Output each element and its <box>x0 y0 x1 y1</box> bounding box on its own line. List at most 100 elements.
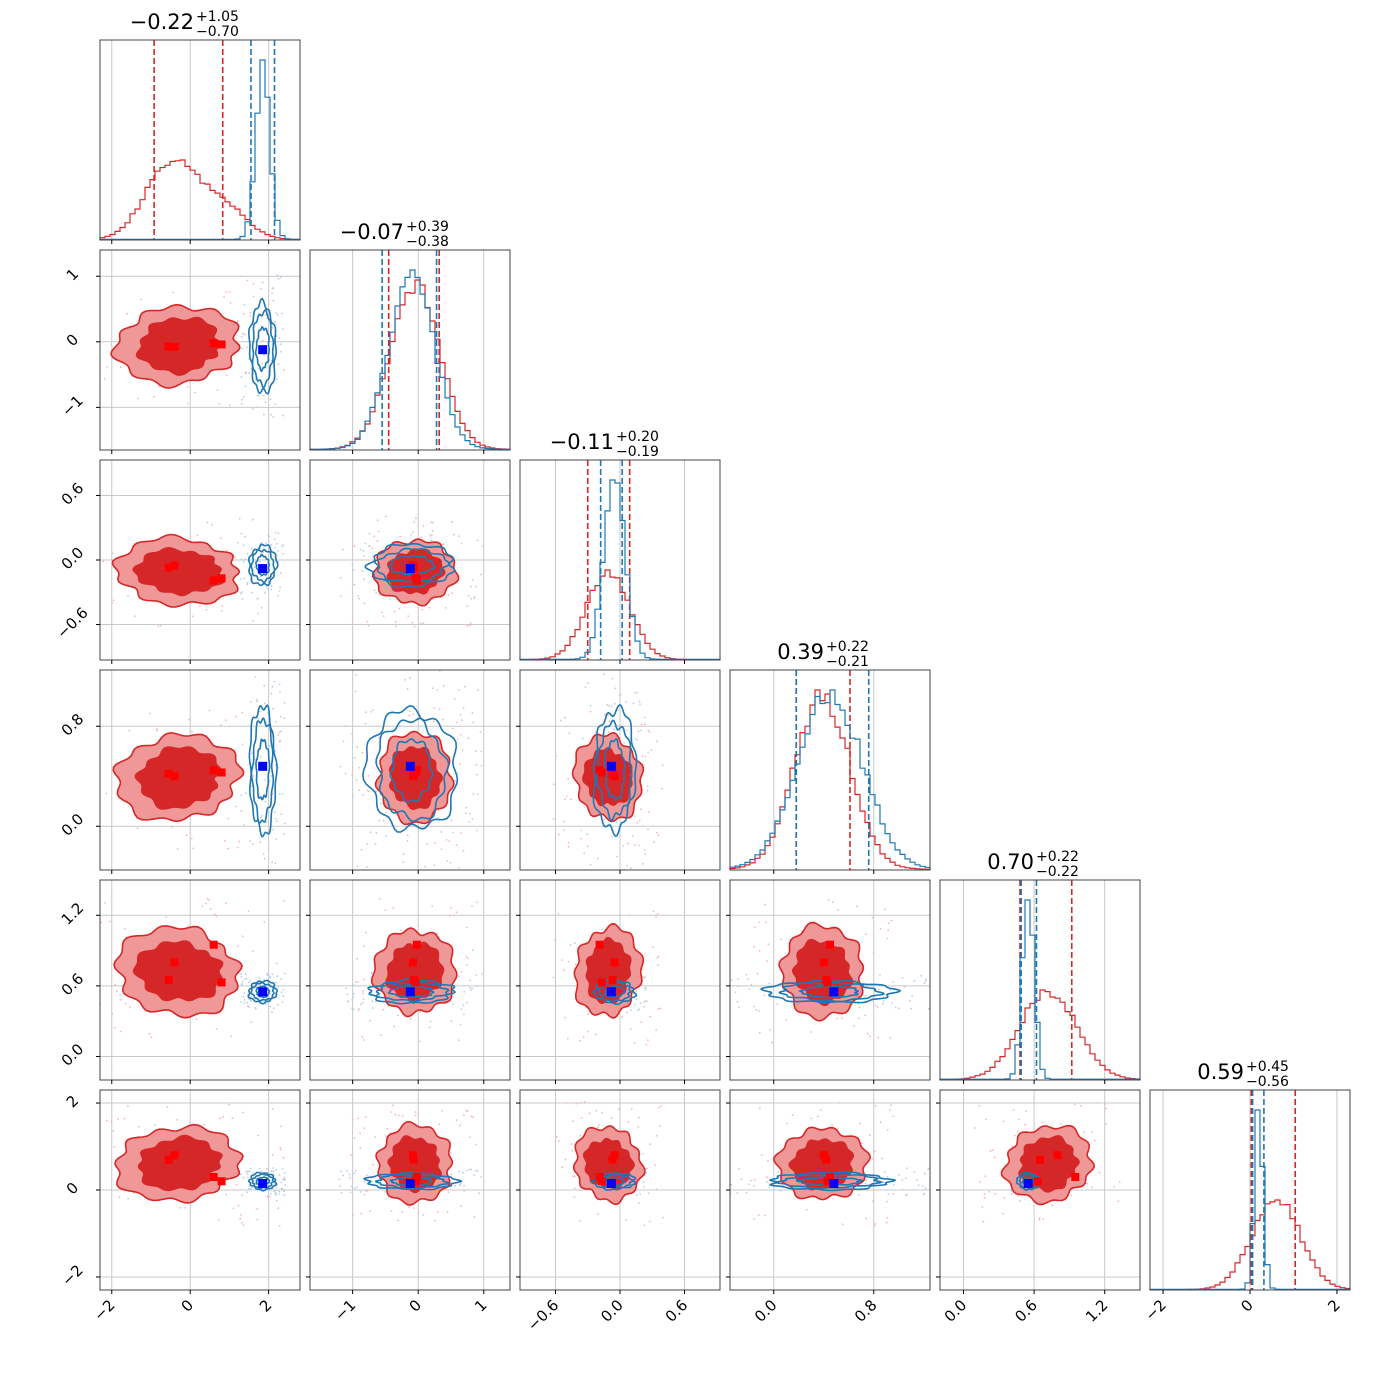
sample-point-blue <box>277 278 280 280</box>
sample-point-blue <box>917 1184 920 1187</box>
sample-point-red <box>83 593 85 595</box>
sample-point-blue <box>365 1174 368 1177</box>
sample-point-blue <box>278 590 281 592</box>
sample-point-blue <box>339 765 342 768</box>
sample-point-blue <box>275 838 278 840</box>
marker-red <box>826 940 834 949</box>
sample-point-red <box>1016 1194 1019 1197</box>
sample-point-blue <box>242 561 245 563</box>
sample-point-red <box>1012 1109 1015 1111</box>
title-param-2: −0.07 +0.39−0.38 <box>340 219 449 250</box>
sample-point-blue <box>278 683 281 686</box>
sample-point-blue <box>268 974 270 977</box>
sample-point-red <box>115 990 118 993</box>
sample-point-blue <box>348 1176 351 1179</box>
sample-point-red <box>411 621 414 624</box>
sample-point-blue <box>470 585 472 588</box>
sample-point-red <box>432 720 435 723</box>
scatter-panel-4-3 <box>516 669 721 874</box>
sample-point-red <box>649 1015 652 1018</box>
sample-point-blue <box>258 976 261 979</box>
sample-point-red <box>886 1217 889 1219</box>
sample-point-blue <box>368 532 371 535</box>
sample-point-red <box>398 1114 400 1117</box>
sample-point-red <box>362 990 365 992</box>
contour-blue <box>248 1171 278 1192</box>
sample-point-red <box>563 969 565 972</box>
sample-point-blue <box>740 1178 743 1181</box>
sample-point-blue <box>243 303 246 306</box>
sample-point-blue <box>903 986 906 988</box>
sample-point-blue <box>255 1007 257 1010</box>
sample-point-red <box>116 1118 119 1120</box>
marker-blue <box>606 761 616 771</box>
sample-point-red <box>244 535 247 538</box>
sample-point-red <box>367 775 370 777</box>
sample-point-red <box>441 1110 443 1112</box>
sample-point-red <box>1093 1139 1096 1142</box>
sample-point-red <box>422 525 425 527</box>
sample-point-red <box>267 540 270 543</box>
sample-point-blue <box>458 1183 461 1186</box>
sample-point-red <box>450 1020 453 1022</box>
sample-point-red <box>366 842 369 845</box>
sample-point-red <box>381 611 383 614</box>
sample-point-red <box>574 963 577 966</box>
sample-point-red <box>879 928 882 930</box>
sample-point-red <box>810 1117 813 1120</box>
sample-point-red <box>242 1111 245 1114</box>
sample-point-red <box>1025 1110 1028 1112</box>
sample-point-red <box>89 737 91 739</box>
x-tick-label: 0.6 <box>1011 1296 1041 1326</box>
marker-red <box>819 1151 828 1160</box>
sample-point-blue <box>463 990 466 993</box>
sample-point-red <box>656 831 658 834</box>
sample-point-red <box>655 1134 658 1137</box>
sample-point-blue <box>276 975 279 978</box>
sample-point-red <box>277 363 280 365</box>
sample-point-red <box>1059 1123 1062 1125</box>
sample-point-blue <box>264 800 267 803</box>
sample-point-red <box>831 901 834 904</box>
sample-point-red <box>651 946 654 948</box>
marker-red <box>164 976 173 984</box>
sample-point-red <box>88 390 90 392</box>
marker-red <box>217 978 226 987</box>
sample-point-blue <box>259 560 262 563</box>
sample-point-red <box>215 915 218 918</box>
sample-point-red <box>652 910 655 913</box>
sample-point-red <box>785 1019 788 1022</box>
sample-point-red <box>240 1214 242 1216</box>
sample-point-red <box>474 750 477 753</box>
sample-point-red <box>753 1178 756 1181</box>
sample-point-red <box>465 1109 467 1112</box>
sample-point-blue <box>454 1184 456 1187</box>
sample-point-red <box>568 732 571 735</box>
sample-point-red <box>1103 1151 1106 1153</box>
sample-point-red <box>555 755 558 757</box>
histogram-blue <box>729 689 931 870</box>
sample-point-red <box>401 1210 404 1213</box>
contour-blue <box>250 548 276 584</box>
sample-point-red <box>102 560 104 563</box>
sample-point-red <box>440 831 443 833</box>
sample-point-red <box>267 1197 270 1200</box>
sample-point-red <box>230 1035 233 1038</box>
sample-point-blue <box>270 543 273 546</box>
sample-point-red <box>459 1023 462 1026</box>
sample-point-red <box>273 538 276 540</box>
sample-point-red <box>417 925 420 927</box>
sample-point-blue <box>260 816 262 819</box>
sample-point-blue <box>620 693 622 696</box>
sample-point-red <box>256 1208 259 1210</box>
sample-point-red <box>475 585 478 588</box>
sample-point-blue <box>475 829 478 832</box>
marker-red <box>217 340 226 349</box>
contour-red-inner <box>135 316 222 376</box>
marker-red <box>164 1155 173 1164</box>
sample-point-red <box>466 625 469 627</box>
sample-point-red <box>406 839 409 842</box>
sample-point-blue <box>242 1176 245 1179</box>
sample-point-blue <box>270 692 273 695</box>
sample-point-blue <box>256 700 258 703</box>
